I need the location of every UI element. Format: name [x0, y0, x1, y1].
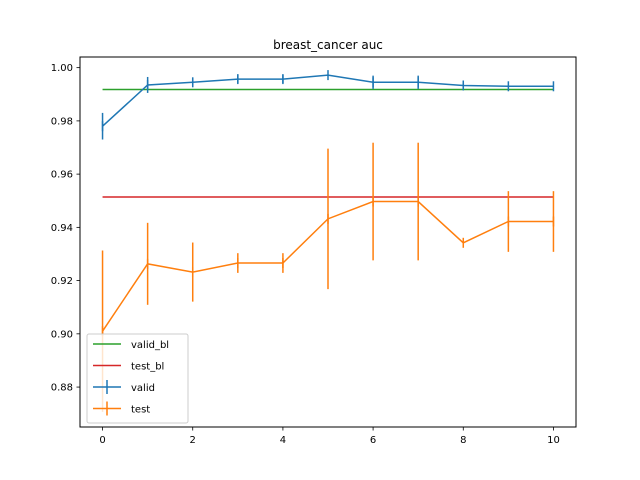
y-tick-label: 0.94 [51, 223, 73, 234]
x-tick-label: 8 [460, 435, 466, 446]
x-tick-label: 10 [547, 435, 560, 446]
y-tick-label: 1.00 [51, 63, 73, 74]
legend-label-test_bl: test_bl [131, 362, 164, 373]
x-tick-label: 0 [99, 435, 105, 446]
y-tick-label: 0.88 [51, 383, 73, 394]
series-line-valid [102, 74, 554, 127]
x-tick-label: 4 [280, 435, 286, 446]
y-tick-label: 0.96 [51, 170, 73, 181]
axes-frame [79, 56, 577, 428]
legend-label-test: test [131, 405, 150, 416]
x-tick-label: 6 [370, 435, 376, 446]
chart-title: breast_cancer auc [273, 38, 383, 52]
legend-box [86, 333, 189, 424]
y-tick-label: 0.92 [51, 276, 73, 287]
legend-label-valid: valid [131, 383, 155, 394]
x-tick-label: 2 [190, 435, 196, 446]
y-tick-label: 0.90 [51, 329, 73, 340]
plot-area [101, 70, 555, 412]
axis-ticks: 0.88 0.90 0.92 0.94 0.96 0.98 1.00 0 2 4 6 8 10 [51, 63, 560, 446]
y-tick-label: 0.98 [51, 116, 73, 127]
legend-label-valid_bl: valid_bl [131, 340, 169, 351]
